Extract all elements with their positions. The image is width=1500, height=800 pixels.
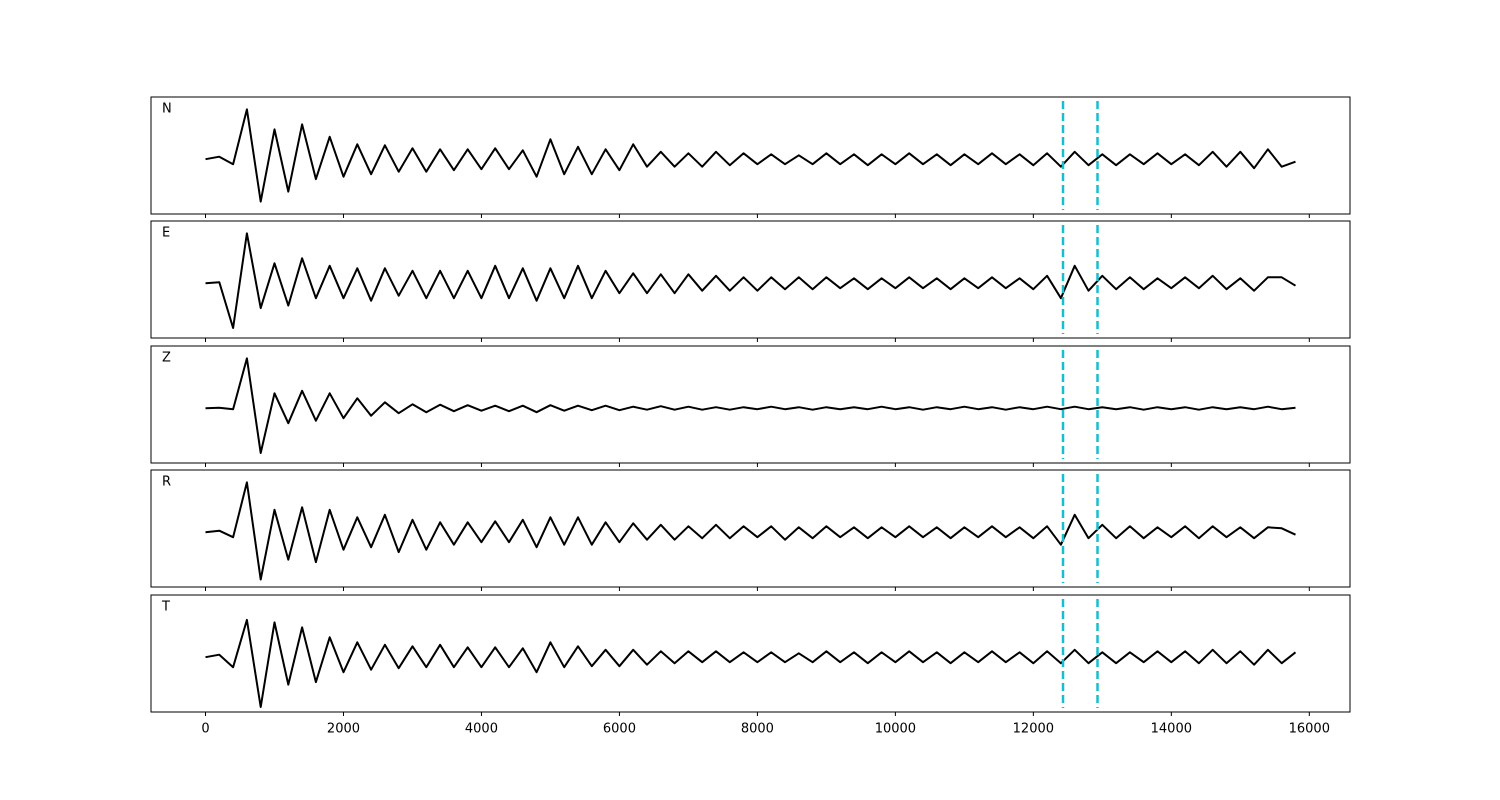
panel-label: Z	[162, 351, 171, 366]
x-tick-label: 12000	[1013, 722, 1054, 737]
trace	[205, 618, 1297, 708]
panel-frame	[150, 594, 1351, 713]
panel-frame	[150, 469, 1351, 588]
x-tick-label: 10000	[875, 722, 916, 737]
x-tick-label: 0	[201, 722, 209, 737]
trace	[205, 232, 1297, 329]
panel-frame	[150, 96, 1351, 215]
panel-label: N	[162, 102, 172, 117]
x-tick-label: 2000	[327, 722, 360, 737]
panel-label: E	[162, 226, 170, 241]
x-tick-label: 6000	[603, 722, 636, 737]
x-tick-label: 14000	[1151, 722, 1192, 737]
panel-label: T	[161, 600, 170, 615]
x-tick-label: 16000	[1289, 722, 1330, 737]
x-tick-label: 8000	[741, 722, 774, 737]
trace	[205, 357, 1296, 454]
panel-label: R	[162, 475, 171, 490]
panel-frame	[150, 220, 1351, 339]
trace	[205, 108, 1296, 203]
panel-frame	[150, 345, 1351, 464]
x-tick-label: 4000	[465, 722, 498, 737]
trace	[205, 481, 1296, 581]
